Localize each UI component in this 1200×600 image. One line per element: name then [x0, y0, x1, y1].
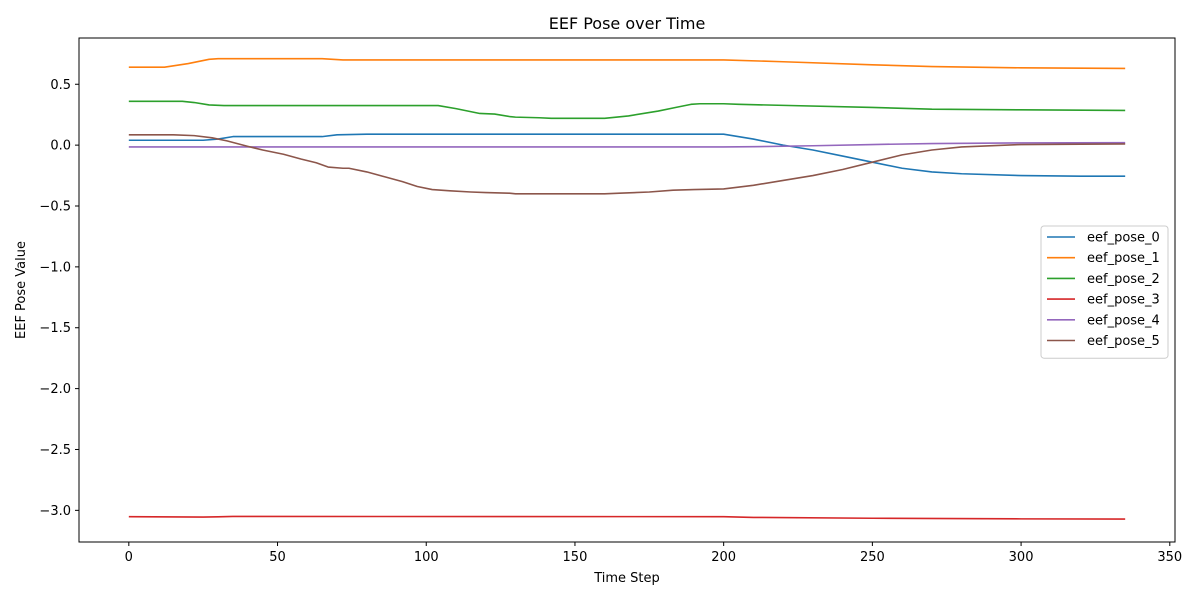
y-tick-label: 0.0 [50, 139, 71, 154]
x-axis: 0 50 100 150 200 250 300 350 [125, 542, 1182, 565]
y-tick-label: 0.5 [50, 78, 71, 93]
y-tick-label: −2.5 [39, 443, 71, 458]
x-tick-label: 200 [711, 550, 736, 565]
legend-label: eef_pose_4 [1087, 313, 1160, 328]
y-tick-label: −1.5 [39, 321, 71, 336]
y-tick-label: −0.5 [39, 200, 71, 215]
x-tick-label: 100 [414, 550, 439, 565]
y-tick-label: −2.0 [39, 382, 71, 397]
series-line-eef-pose-0 [128, 133, 1126, 177]
series-line-eef-pose-4 [128, 141, 1126, 148]
series-line-eef-pose-3 [128, 515, 1126, 520]
x-tick-label: 0 [125, 550, 133, 565]
x-tick-label: 50 [269, 550, 286, 565]
series-line-eef-pose-5 [128, 133, 1126, 195]
axes-frame [78, 37, 1176, 543]
series-line-eef-pose-2 [128, 100, 1126, 120]
series-line-eef-pose-1 [128, 57, 1126, 70]
x-tick-label: 300 [1009, 550, 1034, 565]
y-axis: 0.5 0.0 −0.5 −1.0 −1.5 −2.0 −2.5 −3.0 [39, 78, 79, 519]
legend-label: eef_pose_2 [1087, 272, 1160, 287]
legend-label: eef_pose_5 [1087, 334, 1160, 349]
series-group [128, 57, 1126, 520]
legend-label: eef_pose_0 [1087, 231, 1160, 246]
legend-label: eef_pose_1 [1087, 251, 1160, 266]
plot-area [79, 38, 1175, 542]
y-tick-label: −3.0 [39, 504, 71, 519]
legend-box [1040, 225, 1169, 359]
legend: eef_pose_0 eef_pose_1 eef_pose_2 eef_pose_3… [1040, 225, 1169, 359]
x-tick-label: 150 [563, 550, 588, 565]
y-axis-label: EEF Pose Value [14, 241, 29, 339]
x-tick-label: 350 [1157, 550, 1182, 565]
y-tick-label: −1.0 [39, 260, 71, 275]
x-tick-label: 250 [860, 550, 885, 565]
chart-title: EEF Pose over Time [549, 14, 706, 33]
x-axis-label: Time Step [593, 571, 660, 586]
legend-label: eef_pose_3 [1087, 293, 1160, 308]
